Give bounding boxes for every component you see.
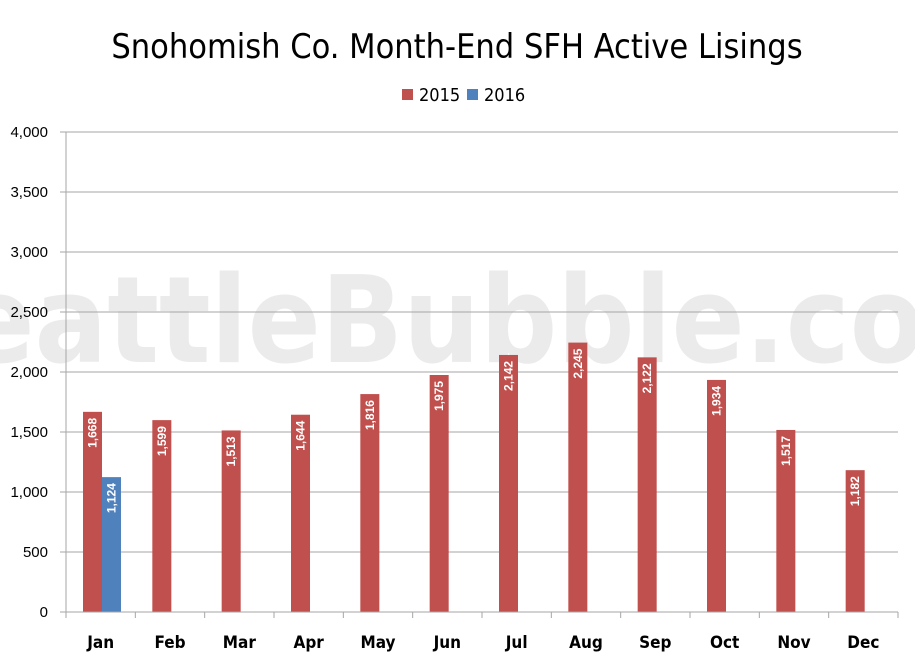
- x-tick-label: Dec: [847, 633, 879, 653]
- data-label: 1,124: [105, 483, 119, 513]
- x-tick-label: Mar: [223, 633, 257, 653]
- y-tick-label: 2,500: [10, 304, 48, 321]
- data-label: 1,816: [363, 400, 377, 430]
- x-tick-label: Oct: [710, 633, 739, 653]
- watermark: SeattleBubble.com: [0, 252, 915, 391]
- data-label: 1,668: [86, 418, 100, 448]
- y-tick-label: 3,500: [10, 184, 48, 201]
- legend-label-2016: 2016: [484, 85, 525, 106]
- data-label: 1,517: [779, 436, 793, 466]
- data-label: 1,975: [432, 381, 446, 411]
- legend-label-2015: 2015: [419, 85, 460, 106]
- gridlines: [66, 131, 898, 613]
- y-tick-label: 0: [40, 604, 48, 621]
- legend-swatch-2016: [467, 89, 478, 100]
- x-tick-label: May: [361, 633, 396, 653]
- data-label: 2,245: [571, 348, 585, 378]
- bars: 1,668 1,124 1,599 1,513 1,644 1,816 1,975 2,142…: [83, 342, 865, 612]
- y-tick-label: 500: [23, 544, 48, 561]
- bar-2015-mar: [221, 430, 241, 612]
- data-label: 1,599: [155, 426, 169, 456]
- x-tick-label: Jan: [86, 633, 114, 653]
- y-axis: 0 500 1,000 1,500 2,000 2,500 3,000 3,500 4,000: [10, 124, 67, 621]
- data-label: 2,142: [502, 361, 516, 391]
- y-tick-label: 3,000: [10, 244, 48, 261]
- x-axis: Jan Feb Mar Apr May Jun Jul Aug Sep Oct Nov Dec: [65, 611, 899, 653]
- bar-2015-apr: [291, 414, 310, 612]
- data-label: 1,513: [224, 436, 238, 466]
- x-tick-label: Nov: [777, 633, 810, 653]
- bar-2015-sep: [637, 357, 657, 612]
- y-tick-label: 2,000: [10, 364, 48, 381]
- legend-swatch-2015: [402, 89, 413, 100]
- bar-2016-jan: [102, 477, 121, 612]
- x-tick-label: Jul: [505, 633, 528, 653]
- x-tick-label: Apr: [293, 633, 324, 653]
- bar-2015-aug: [568, 342, 588, 612]
- y-tick-label: 1,500: [10, 424, 48, 441]
- chart-title: Snohomish Co. Month-End SFH Active Lisin…: [111, 27, 802, 67]
- bar-2015-may: [360, 394, 380, 612]
- bar-2015-feb: [152, 420, 172, 612]
- data-label: 1,644: [294, 420, 308, 450]
- legend: 2015 2016: [402, 85, 525, 106]
- bar-2015-jan: [83, 411, 102, 612]
- bar-2015-dec: [845, 470, 865, 612]
- bar-2015-jun: [429, 375, 449, 612]
- y-tick-label: 1,000: [10, 484, 48, 501]
- x-tick-label: Jun: [433, 633, 461, 653]
- y-tick-label: 4,000: [10, 124, 48, 141]
- x-tick-label: Sep: [639, 633, 671, 653]
- bar-2015-jul: [499, 354, 518, 612]
- x-tick-label: Aug: [569, 633, 603, 653]
- data-label: 2,122: [640, 363, 654, 393]
- bar-2015-nov: [776, 429, 796, 612]
- bar-2015-oct: [707, 379, 726, 612]
- data-label: 1,182: [848, 476, 862, 506]
- data-label: 1,934: [710, 386, 724, 416]
- x-tick-label: Feb: [154, 633, 185, 653]
